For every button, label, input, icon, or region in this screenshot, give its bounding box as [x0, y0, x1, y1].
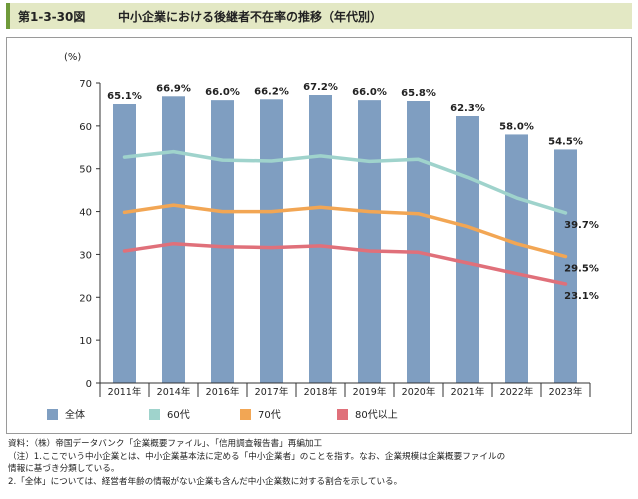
bar-全体 — [162, 96, 185, 384]
y-tick-label: 40 — [79, 208, 92, 219]
bar-data-label: 66.0% — [352, 87, 387, 98]
bar-data-label: 67.2% — [303, 82, 338, 93]
legend-label: 全体 — [65, 408, 85, 421]
legend-swatch-80代以上 — [337, 409, 348, 420]
x-tick-label: 2022年 — [500, 386, 534, 398]
legend-swatch-70代 — [240, 409, 251, 420]
legend-label: 60代 — [167, 409, 190, 421]
note-source: 資料：（株）帝国データバンク「企業概要ファイル」、「信用調査報告書」再編加工 — [8, 439, 323, 449]
y-tick-label: 30 — [79, 250, 92, 261]
x-tick-label: 2021年 — [451, 386, 485, 398]
bar-data-label: 66.9% — [156, 83, 191, 94]
line-series-80代以上 — [122, 241, 568, 286]
source-notes: 資料：（株）帝国データバンク「企業概要ファイル」、「信用調査報告書」再編加工 （… — [8, 438, 634, 488]
bar-data-label: 65.1% — [107, 91, 142, 102]
x-tick-label: 2016年 — [206, 386, 240, 398]
legend-swatch-60代 — [149, 409, 160, 420]
y-axis-unit-label: (%) — [64, 52, 81, 63]
line-series-70代 — [122, 203, 568, 259]
header-accent-bar — [6, 3, 10, 29]
bar-全体 — [309, 95, 332, 383]
note-1: （注）1.ここでいう中小企業とは、中小企業基本法に定める「中小企業者」のことを指… — [8, 451, 506, 462]
bar-全体 — [554, 149, 577, 383]
legend-label: 70代 — [258, 409, 281, 421]
x-tick-label: 2017年 — [255, 386, 289, 398]
bar-data-label: 65.8% — [401, 88, 436, 99]
x-tick-label: 2020年 — [402, 386, 436, 398]
bar-全体 — [358, 100, 381, 383]
bar-data-label: 62.3% — [450, 103, 485, 114]
bar-data-label: 66.0% — [205, 87, 240, 98]
y-tick-label: 0 — [86, 379, 92, 390]
line-end-label: 23.1% — [564, 291, 599, 302]
y-tick-label: 10 — [79, 336, 92, 347]
bar-全体 — [407, 101, 430, 383]
bar-全体 — [260, 99, 283, 384]
y-tick-label: 70 — [79, 79, 92, 90]
line-series-60代 — [122, 149, 568, 215]
figure-number: 第1-3-30図 — [18, 10, 86, 24]
chart-frame: (%) 0 10 20 30 40 50 60 70 65.1% 66.9% 66.0% 66.2% 67… — [6, 37, 632, 434]
bar-全体 — [456, 116, 479, 383]
bar-data-label: 58.0% — [499, 121, 534, 132]
legend-swatch-全体 — [47, 409, 58, 420]
bar-data-label: 66.2% — [254, 86, 289, 97]
chart: (%) 0 10 20 30 40 50 60 70 65.1% 66.9% 66.0% 66.2% 67… — [47, 52, 599, 421]
figure-title: 中小企業における後継者不在率の推移（年代別） — [118, 10, 383, 24]
bar-全体 — [113, 104, 136, 383]
note-2: 2.「全体」については、経営者年齢の情報がない企業も含んだ中小企業数に対する割合… — [8, 476, 403, 487]
x-tick-label: 2018年 — [304, 386, 338, 398]
line-end-label: 39.7% — [564, 220, 599, 231]
bar-全体 — [505, 134, 528, 383]
x-tick-label: 2019年 — [353, 386, 387, 398]
bar-全体 — [211, 100, 234, 383]
x-tick-label: 2014年 — [157, 386, 191, 398]
line-end-label: 29.5% — [564, 264, 599, 275]
figure-header: 第1-3-30図 中小企業における後継者不在率の推移（年代別） — [6, 3, 632, 29]
x-tick-label: 2011年 — [108, 386, 142, 398]
bar-data-label: 54.5% — [548, 136, 583, 147]
x-tick-label: 2023年 — [549, 386, 583, 398]
y-tick-label: 50 — [79, 165, 92, 176]
y-tick-label: 20 — [79, 293, 92, 304]
note-1-continued: 情報に基づき分類している。 — [8, 464, 120, 475]
legend-label: 80代以上 — [355, 409, 398, 421]
y-tick-label: 60 — [79, 122, 92, 133]
